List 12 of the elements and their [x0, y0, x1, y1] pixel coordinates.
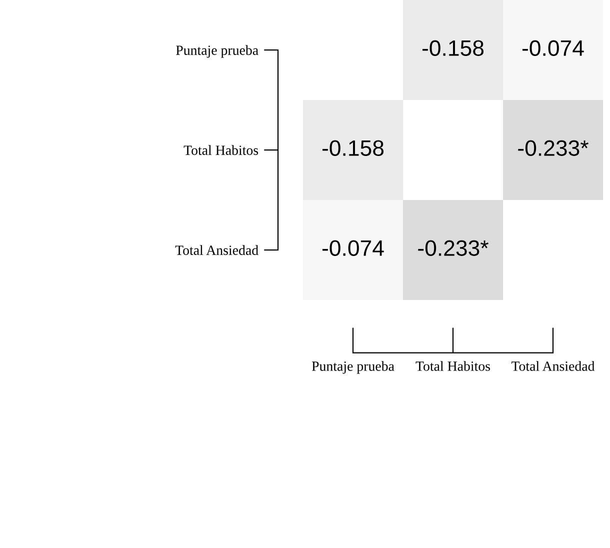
data-label: -0.158 — [322, 140, 384, 156]
y-tick-label: Total Habitos — [184, 145, 258, 155]
x-tick-label: Total Ansiedad — [512, 361, 595, 371]
data-label: -0.233* — [418, 240, 488, 256]
x-tick-label: Puntaje prueba — [312, 361, 394, 374]
data-label: -0.158 — [422, 40, 484, 56]
data-label: -0.074 — [522, 40, 584, 56]
y-tick-label: Puntaje prueba — [176, 45, 258, 58]
data-label: -0.074 — [322, 240, 384, 256]
x-tick-label: Total Habitos — [416, 361, 490, 371]
y-tick-label: Total Ansiedad — [175, 245, 258, 255]
data-label: -0.233* — [518, 140, 588, 156]
